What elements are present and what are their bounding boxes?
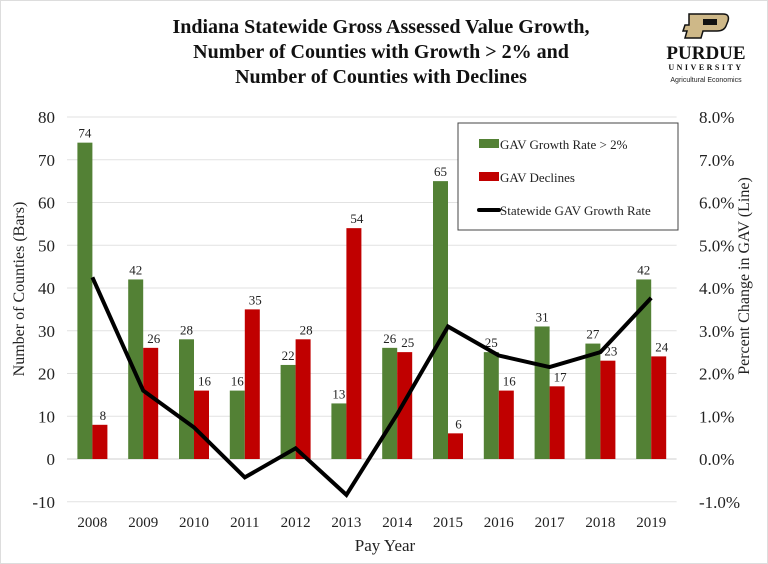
x-tick-label: 2009 [128,515,158,531]
data-label: 6 [455,416,462,431]
bar-growth [331,403,347,459]
data-label: 16 [198,374,212,389]
bar-declines [448,433,463,459]
data-label: 74 [78,126,92,141]
legend-label: GAV Declines [500,170,575,185]
y-tick-label: 0 [47,450,56,469]
data-label: 54 [350,211,364,226]
bar-declines [92,424,108,459]
bar-declines [651,356,667,459]
x-tick-label: 2018 [585,515,615,531]
bar-declines [346,228,362,459]
bar-growth [280,364,296,459]
y-tick-label: 50 [38,236,55,255]
legend-swatch [479,139,499,148]
bar-declines [143,347,159,459]
bar-growth [382,347,398,459]
x-tick-label: 2010 [179,515,209,531]
data-label: 8 [100,408,107,423]
data-label: 13 [332,386,345,401]
bar-growth [179,339,194,459]
bar-growth [433,181,448,459]
x-tick-label: 2012 [281,515,311,531]
data-label: 16 [231,374,245,389]
y2-tick-label: 7.0% [699,151,734,170]
x-tick-label: 2017 [535,515,566,531]
bar-growth [585,343,601,459]
data-label: 28 [180,322,193,337]
x-tick-label: 2011 [230,515,259,531]
data-label: 42 [129,262,142,277]
data-label: 24 [655,339,669,354]
logo-sub: UNIVERSITY [668,63,744,72]
x-tick-label: 2016 [484,515,515,531]
y2-tick-label: 4.0% [699,279,734,298]
data-label: 42 [637,262,650,277]
logo-dept: Agricultural Economics [670,77,742,84]
x-tick-label: 2008 [77,515,107,531]
bar-growth [77,142,93,459]
legend-swatch [479,172,499,181]
y2-tick-label: -1.0% [699,493,740,512]
y2-tick-label: 6.0% [699,194,734,213]
data-label: 65 [434,164,447,179]
data-label: 23 [604,344,617,359]
bar-growth [229,390,245,459]
y2-axis-label: Percent Change in GAV (Line) [736,177,753,375]
data-label: 28 [300,322,313,337]
x-tick-label: 2015 [433,515,463,531]
x-tick-label: 2013 [331,515,361,531]
y-tick-label: 60 [38,194,55,213]
y2-tick-label: 8.0% [699,108,734,127]
bar-declines [397,352,413,459]
y-tick-label: 70 [38,151,55,170]
line-statewide-growth [90,276,653,499]
chart-title: Indiana Statewide Gross Assessed Value G… [121,15,641,90]
title-line: Number of Counties with Growth > 2% and [193,41,569,63]
bar-declines [244,309,260,459]
data-label: 22 [282,348,295,363]
data-label: 26 [383,331,397,346]
legend-label: GAV Growth Rate > 2% [500,137,628,152]
legend-label: Statewide GAV Growth Rate [500,203,651,218]
title-line: Number of Counties with Declines [235,66,527,88]
data-label: 35 [249,292,262,307]
x-tick-label: 2019 [636,515,666,531]
bar-growth [534,326,550,459]
logo-name: PURDUE [666,43,746,64]
y-tick-label: 30 [38,322,55,341]
y-tick-label: 20 [38,365,55,384]
data-label: 27 [586,327,600,342]
y-tick-label: -10 [32,493,55,512]
x-tick-label: 2014 [382,515,413,531]
data-label: 16 [503,374,517,389]
title-line: Indiana Statewide Gross Assessed Value G… [172,16,590,38]
y-tick-label: 40 [38,279,55,298]
data-label: 31 [536,309,549,324]
y2-tick-label: 5.0% [699,236,734,255]
y-tick-label: 10 [38,407,55,426]
purdue-logo: PURDUE UNIVERSITY Agricultural Economics [651,13,761,84]
y-axis-label: Number of Counties (Bars) [11,202,28,377]
bar-growth [636,279,652,459]
y2-tick-label: 2.0% [699,365,734,384]
data-label: 25 [401,335,414,350]
data-label: 17 [554,369,568,384]
bar-declines [549,386,565,459]
bar-declines [498,390,514,459]
y2-tick-label: 3.0% [699,322,734,341]
bar-growth [483,352,499,459]
y2-tick-label: 1.0% [699,407,734,426]
y-tick-label: 80 [38,108,55,127]
data-label: 26 [147,331,161,346]
bar-declines [600,360,616,459]
y2-tick-label: 0.0% [699,450,734,469]
bar-declines [295,339,311,459]
x-axis-label: Pay Year [355,536,416,555]
purdue-p-icon [681,13,730,39]
data-label: 25 [485,335,498,350]
bar-declines [194,390,209,459]
